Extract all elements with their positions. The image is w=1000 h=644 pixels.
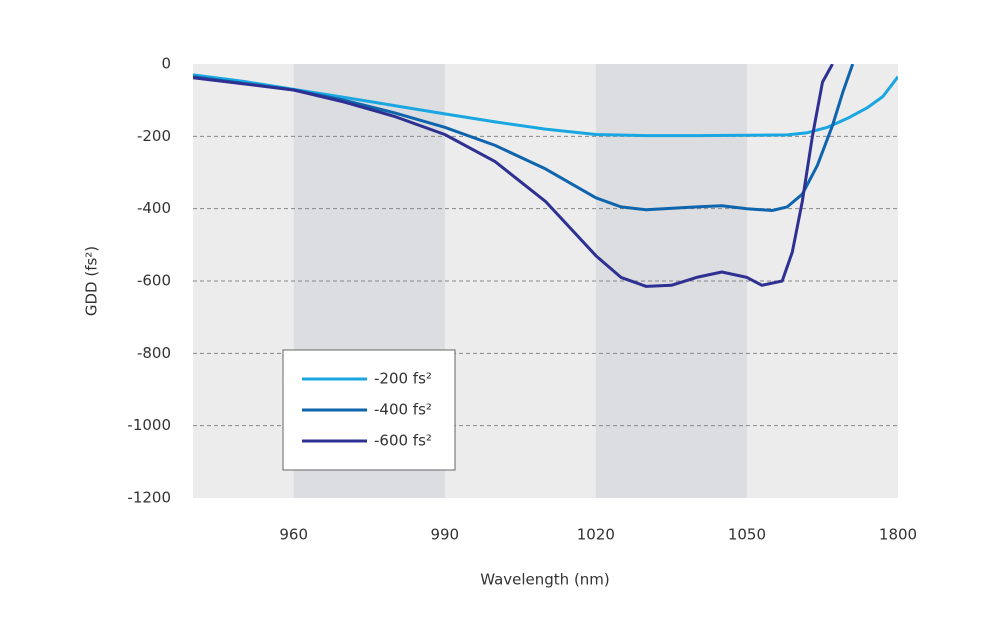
x-tick-label: 1050 [728,526,766,544]
y-tick-label: -400 [137,199,171,217]
y-tick-label: 0 [161,55,171,73]
x-tick-label: 1020 [577,526,615,544]
y-axis-label: GDD (fs²) [83,246,101,316]
line [193,64,855,212]
y-tick-label: -1000 [127,416,171,434]
legend-label: -400 fs² [374,401,432,419]
y-tick-label: -200 [137,127,171,145]
legend-box [282,349,456,471]
y-tick-label: -800 [137,344,171,362]
line [193,64,834,288]
x-axis-label: Wavelength (nm) [480,571,610,589]
y-tick-label: -600 [137,272,171,290]
line [193,73,898,138]
x-tick-label: 990 [430,526,459,544]
legend-label: -200 fs² [374,370,432,388]
x-tick-label: 960 [279,526,308,544]
legend-label: -600 fs² [374,432,432,450]
x-tick-label: 1800 [879,526,917,544]
y-tick-label: -1200 [127,489,171,507]
